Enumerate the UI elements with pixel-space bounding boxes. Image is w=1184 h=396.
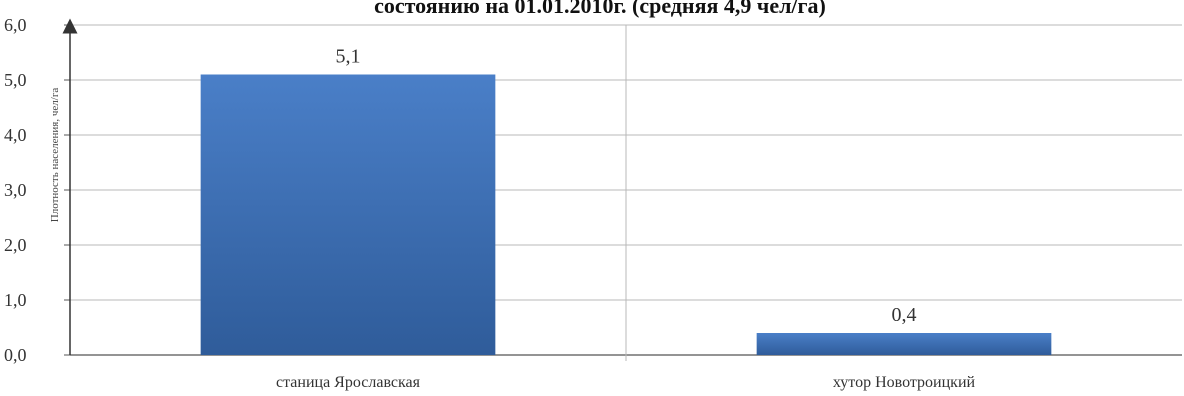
bars: [200, 74, 1052, 355]
data-label: 5,1: [336, 46, 361, 68]
y-tick-label: 5,0: [4, 70, 27, 90]
y-tick-labels: 0,0 1,0 2,0 3,0 4,0 5,0 6,0: [4, 15, 27, 365]
y-tick-label: 3,0: [4, 180, 27, 200]
chart-title: состоянию на 01.01.2010г. (средняя 4,9 ч…: [374, 0, 826, 18]
bar: [756, 333, 1052, 355]
data-labels: 5,1 0,4: [336, 46, 917, 327]
y-tick-label: 0,0: [4, 345, 27, 365]
category-labels: станица Ярославская хутор Новотроицкий: [276, 374, 976, 391]
bar: [200, 74, 496, 355]
y-axis-label: Плотность населения, чел/га: [49, 88, 61, 223]
category-label: хутор Новотроицкий: [833, 374, 976, 391]
y-tick-label: 2,0: [4, 235, 27, 255]
y-tick-label: 1,0: [4, 290, 27, 310]
data-label: 0,4: [892, 304, 917, 326]
category-label: станица Ярославская: [276, 374, 421, 391]
y-tick-label: 6,0: [4, 15, 27, 35]
y-tick-label: 4,0: [4, 125, 27, 145]
